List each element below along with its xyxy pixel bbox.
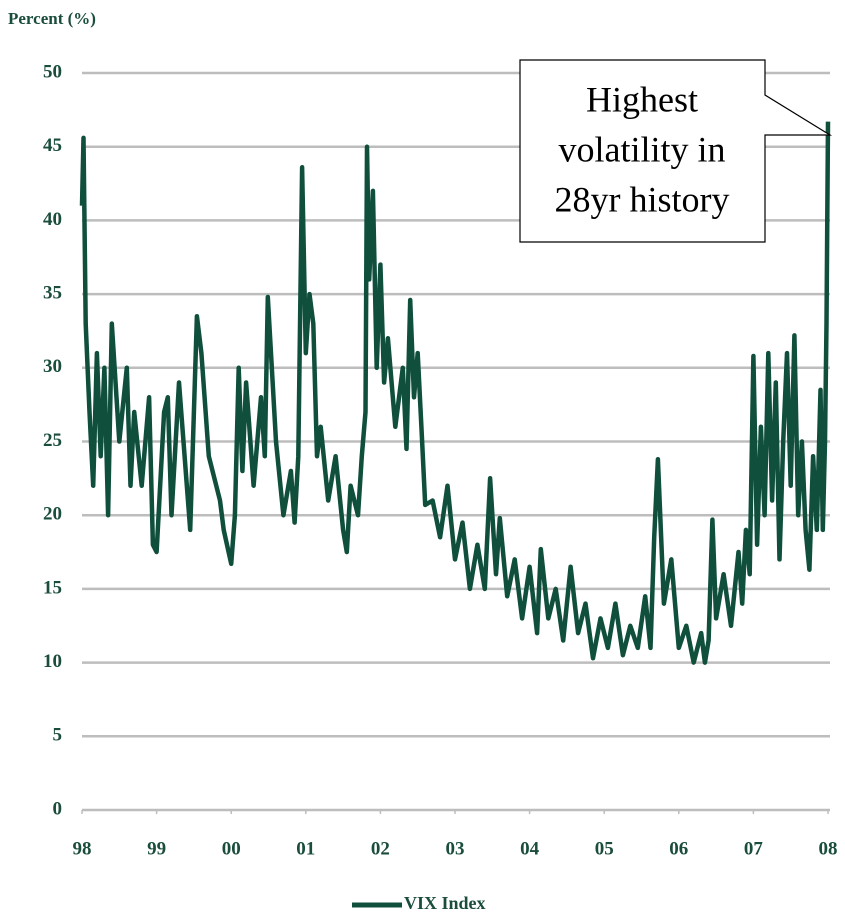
x-tick-label: 99: [147, 838, 166, 859]
annotation: Highest volatility in 28yr history: [519, 59, 833, 243]
x-tick-label: 07: [744, 838, 764, 859]
x-tick-label: 01: [296, 838, 315, 859]
y-tick-label: 0: [53, 798, 63, 819]
y-axis-label: Percent (%): [8, 9, 96, 28]
x-tick-label: 03: [446, 838, 465, 859]
x-tick-label: 04: [520, 838, 540, 859]
y-tick-label: 45: [43, 135, 62, 156]
x-tick-label: 08: [819, 838, 838, 859]
y-tick-label: 50: [43, 61, 62, 82]
legend-label: VIX Index: [404, 893, 486, 913]
annotation-line: 28yr history: [555, 179, 730, 219]
y-tick-label: 10: [43, 651, 62, 672]
annotation-line: Highest: [586, 79, 698, 119]
plot: [79, 121, 831, 665]
y-tick-label: 25: [43, 430, 62, 451]
y-tick-label: 40: [43, 209, 62, 230]
y-tick-label: 5: [53, 725, 63, 746]
callout-box: [519, 59, 833, 243]
y-tick-label: 30: [43, 356, 62, 377]
x-tick-label: 00: [222, 838, 241, 859]
y-tick-label: 35: [43, 282, 62, 303]
data-line: [79, 121, 831, 665]
x-tick-label: 02: [371, 838, 390, 859]
y-tick-label: 15: [43, 577, 62, 598]
x-tick-label: 05: [595, 838, 614, 859]
x-tick-label: 06: [669, 838, 688, 859]
legend: VIX Index: [352, 893, 486, 913]
annotation-line: volatility in: [559, 129, 726, 169]
y-tick-label: 20: [43, 504, 62, 525]
x-tick-label: 98: [73, 838, 92, 859]
